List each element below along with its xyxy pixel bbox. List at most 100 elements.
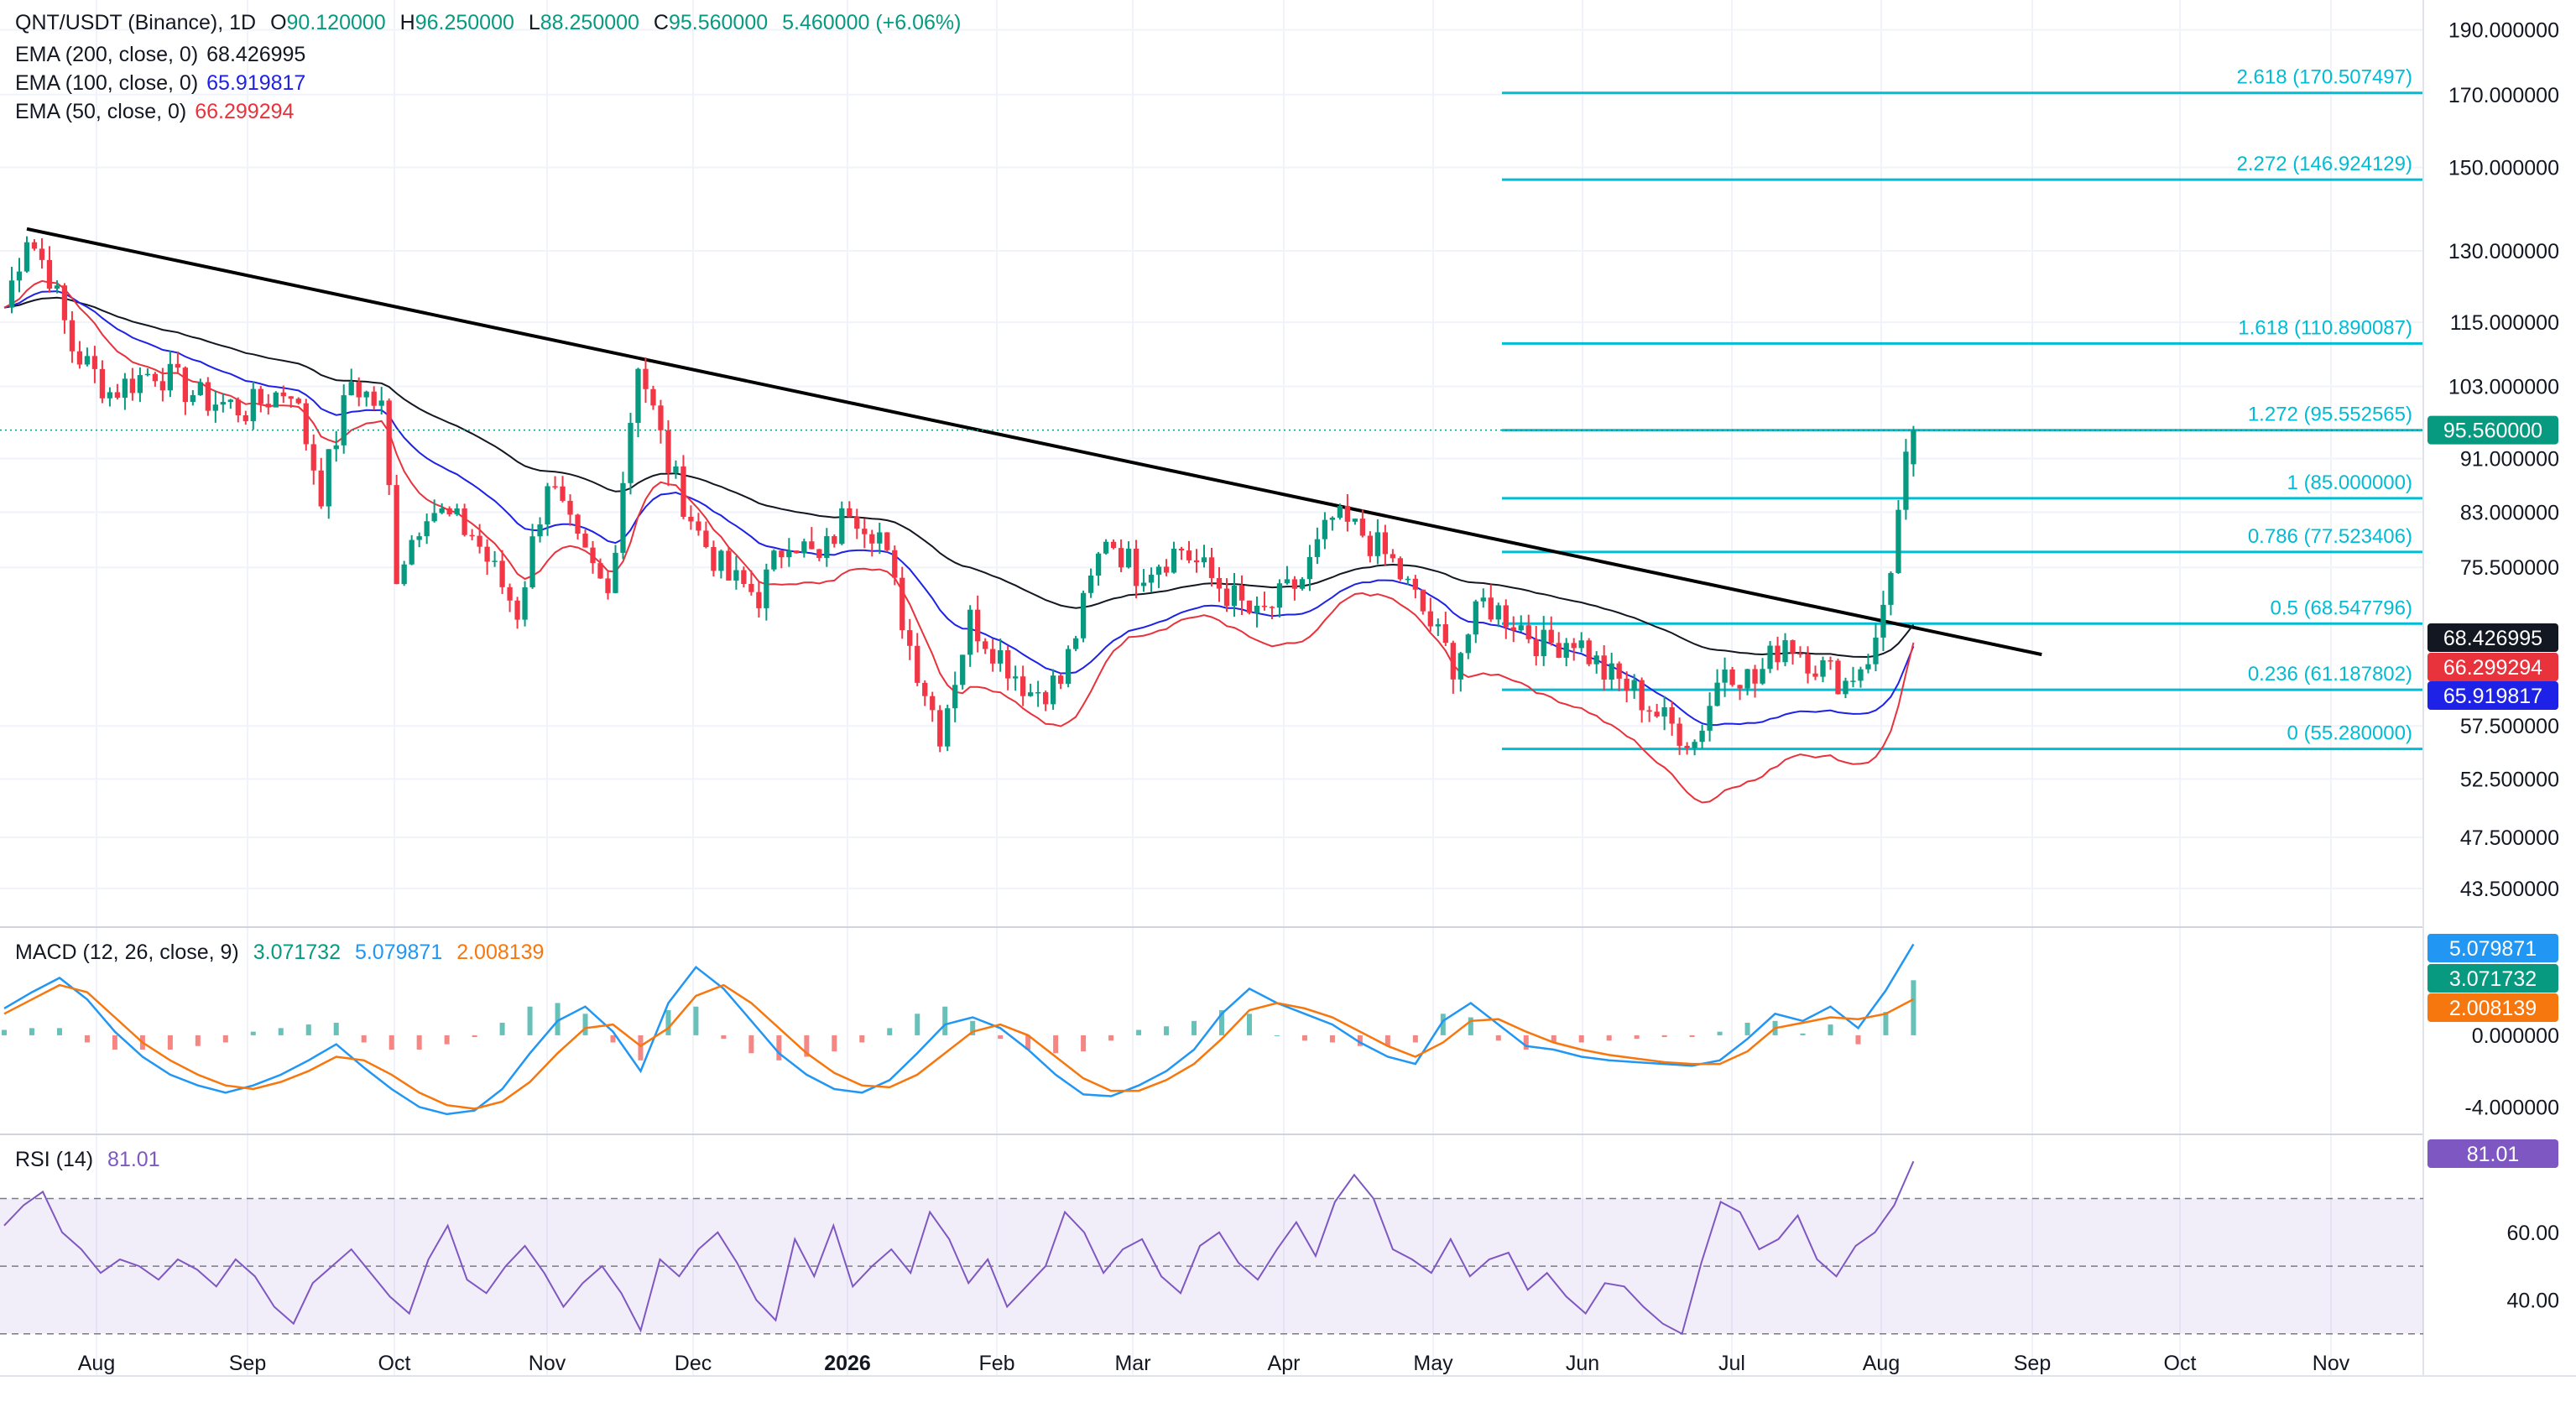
candle-body bbox=[1888, 572, 1894, 605]
candle-body bbox=[439, 508, 445, 513]
macd-hist-bar bbox=[887, 1028, 893, 1035]
macd-hist-bar bbox=[1329, 1035, 1335, 1043]
candle-body bbox=[1329, 517, 1336, 520]
fib-label-6: 0.5 (68.547796) bbox=[2271, 597, 2412, 619]
price-label-1: 68.426995 bbox=[2443, 627, 2542, 650]
candle-body bbox=[424, 521, 430, 537]
candle-body bbox=[1306, 556, 1313, 580]
rsi-label-tag: 81.01 bbox=[2467, 1143, 2520, 1166]
rsi-panel: 60.00 40.00 bbox=[0, 1160, 2559, 1336]
candle-body bbox=[129, 378, 136, 393]
candle-body bbox=[1110, 541, 1117, 549]
candle-body bbox=[915, 645, 920, 683]
candle-body bbox=[1238, 585, 1245, 601]
candle-body bbox=[1714, 682, 1720, 706]
candle-body bbox=[461, 508, 467, 535]
macd-hist-bar bbox=[693, 1006, 699, 1035]
candle-body bbox=[522, 587, 528, 620]
candle-body bbox=[273, 392, 279, 408]
candle-body bbox=[99, 368, 106, 399]
candle-body bbox=[733, 570, 739, 581]
time-label-0: Aug bbox=[78, 1352, 115, 1375]
high-value: 96.250000 bbox=[415, 11, 514, 34]
macd-hist-bar bbox=[1357, 1035, 1363, 1046]
candle-body bbox=[69, 320, 76, 352]
macd-hist-bar bbox=[250, 1031, 256, 1035]
rsi-legend[interactable]: RSI (14) 81.01 bbox=[15, 1145, 169, 1174]
ema-100-line bbox=[3, 290, 1915, 727]
price-label-2-bg bbox=[2427, 653, 2558, 681]
high-label: H bbox=[399, 11, 415, 34]
low-label: L bbox=[528, 11, 540, 34]
macd-hist-bar bbox=[499, 1022, 505, 1035]
candle-body bbox=[1420, 589, 1426, 612]
macd-hist-bar bbox=[1053, 1035, 1059, 1054]
rsi-line bbox=[3, 1160, 1915, 1336]
time-label-15: Nov bbox=[2313, 1352, 2350, 1375]
candle-body bbox=[1133, 548, 1139, 586]
trendline[interactable] bbox=[26, 227, 2042, 657]
candle-body bbox=[1692, 742, 1697, 748]
candle-body bbox=[937, 710, 943, 747]
time-label-5: 2026 bbox=[824, 1352, 871, 1375]
candle-body bbox=[1087, 576, 1094, 593]
candle-body bbox=[847, 508, 853, 518]
candle-body bbox=[326, 449, 331, 507]
candle-body bbox=[1080, 592, 1087, 638]
macd-hist-bar bbox=[1883, 1012, 1889, 1035]
candle-body bbox=[1548, 629, 1554, 644]
candle-body bbox=[1231, 585, 1238, 607]
candle-body bbox=[122, 378, 128, 399]
candle-body bbox=[16, 271, 23, 281]
candle-body bbox=[1669, 707, 1675, 724]
ema200-legend[interactable]: EMA (200, close, 0) 68.426995 bbox=[15, 40, 314, 69]
candle-body bbox=[998, 649, 1004, 664]
candle-body bbox=[771, 550, 777, 570]
candle-body bbox=[1186, 550, 1192, 560]
macd-hist-bar bbox=[1192, 1020, 1197, 1035]
time-axis[interactable]: Aug Sep Oct Nov Dec 2026 Feb Mar Apr May Jun Jul Aug… bbox=[0, 1352, 2576, 1377]
ema50-legend[interactable]: EMA (50, close, 0) 66.299294 bbox=[15, 97, 302, 126]
candle-body bbox=[1563, 643, 1569, 658]
candle-body bbox=[1684, 745, 1690, 748]
candle-body bbox=[152, 373, 159, 382]
price-label-3: 65.919817 bbox=[2443, 685, 2542, 708]
candle-body bbox=[446, 508, 452, 514]
price-label-2: 66.299294 bbox=[2443, 656, 2542, 680]
macd-hist-bar bbox=[361, 1035, 367, 1043]
candle-body bbox=[1201, 557, 1207, 563]
macd-hist-bar bbox=[1301, 1035, 1307, 1041]
candle-body bbox=[401, 564, 407, 585]
candle-body bbox=[1405, 578, 1411, 581]
candle-body bbox=[1261, 605, 1268, 607]
candle-body bbox=[499, 560, 505, 587]
macd-hist-bar bbox=[278, 1028, 284, 1035]
candle-body bbox=[469, 534, 475, 537]
candle-body bbox=[681, 466, 686, 517]
candle-body bbox=[892, 550, 898, 578]
candle-body bbox=[1193, 560, 1200, 563]
candle-body bbox=[1593, 655, 1599, 665]
macd-hist-bar bbox=[333, 1022, 339, 1035]
macd-hist-bar bbox=[970, 1020, 976, 1035]
change-value: 5.460000 (+6.06%) bbox=[782, 11, 962, 34]
candle-body bbox=[1125, 548, 1132, 568]
candle-body bbox=[1744, 669, 1750, 689]
candle-body bbox=[1820, 659, 1826, 677]
candle-body bbox=[1865, 664, 1871, 670]
candle-body bbox=[1299, 579, 1306, 589]
macd-hist-bar bbox=[1468, 1017, 1473, 1035]
fibonacci-levels[interactable]: 2.618 (170.507497) 2.272 (146.924129) 1.61… bbox=[1502, 66, 2425, 751]
macd-hist-bar bbox=[1689, 1035, 1695, 1038]
candle-body bbox=[832, 536, 837, 545]
candles bbox=[8, 236, 1916, 756]
candle-body bbox=[341, 395, 347, 446]
candle-body bbox=[1767, 645, 1773, 670]
macd-tick-1: -4.000000 bbox=[2464, 1096, 2559, 1119]
ema50-value: 66.299294 bbox=[195, 100, 295, 123]
macd-signal-value: 2.008139 bbox=[456, 941, 545, 964]
candle-body bbox=[967, 609, 973, 655]
ema100-legend[interactable]: EMA (100, close, 0) 65.919817 bbox=[15, 69, 314, 97]
macd-legend[interactable]: MACD (12, 26, close, 9) 3.071732 5.07987… bbox=[15, 938, 552, 967]
